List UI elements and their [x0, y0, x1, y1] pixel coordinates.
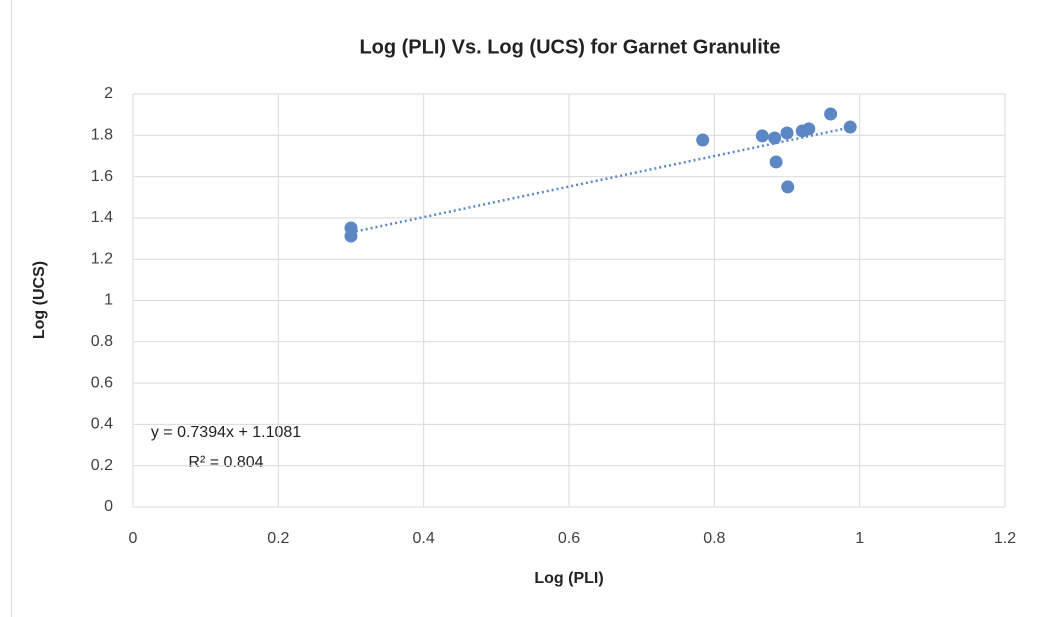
x-tick-label: 0.6: [558, 530, 580, 547]
y-tick-label: 1: [104, 292, 113, 309]
y-axis-label: Log (UCS): [31, 261, 48, 339]
data-point: [780, 126, 794, 140]
data-point: [824, 107, 838, 121]
data-point: [781, 180, 795, 194]
y-tick-label: 1.4: [91, 209, 113, 226]
data-point: [802, 122, 816, 136]
y-tick-label: 0: [104, 498, 113, 515]
x-tick-label: 0: [129, 530, 138, 547]
y-tick-label: 2: [104, 85, 113, 102]
data-point: [769, 155, 783, 169]
data-point: [768, 131, 782, 145]
data-point: [755, 129, 769, 143]
y-tick-label: 0.4: [91, 416, 113, 433]
data-point: [843, 120, 857, 134]
data-point: [696, 133, 710, 147]
y-tick-label: 0.2: [91, 457, 113, 474]
data-point: [344, 229, 358, 243]
x-axis-label: Log (PLI): [534, 570, 603, 587]
x-tick-label: 0.4: [413, 530, 435, 547]
x-tick-label: 1: [855, 530, 864, 547]
y-tick-label: 0.8: [91, 333, 113, 350]
trendline-r-squared: R² = 0.804: [188, 454, 263, 471]
x-tick-label: 0.8: [703, 530, 725, 547]
y-tick-label: 1.8: [91, 127, 113, 144]
y-tick-label: 1.2: [91, 250, 113, 267]
chart-title: Log (PLI) Vs. Log (UCS) for Garnet Granu…: [359, 36, 780, 58]
trendline-equation: y = 0.7394x + 1.1081: [151, 424, 301, 441]
trendline: [350, 126, 851, 234]
y-tick-label: 0.6: [91, 374, 113, 391]
chart-frame: [11, 0, 12, 617]
x-tick-label: 1.2: [994, 530, 1016, 547]
x-tick-label: 0.2: [267, 530, 289, 547]
y-tick-label: 1.6: [91, 168, 113, 185]
